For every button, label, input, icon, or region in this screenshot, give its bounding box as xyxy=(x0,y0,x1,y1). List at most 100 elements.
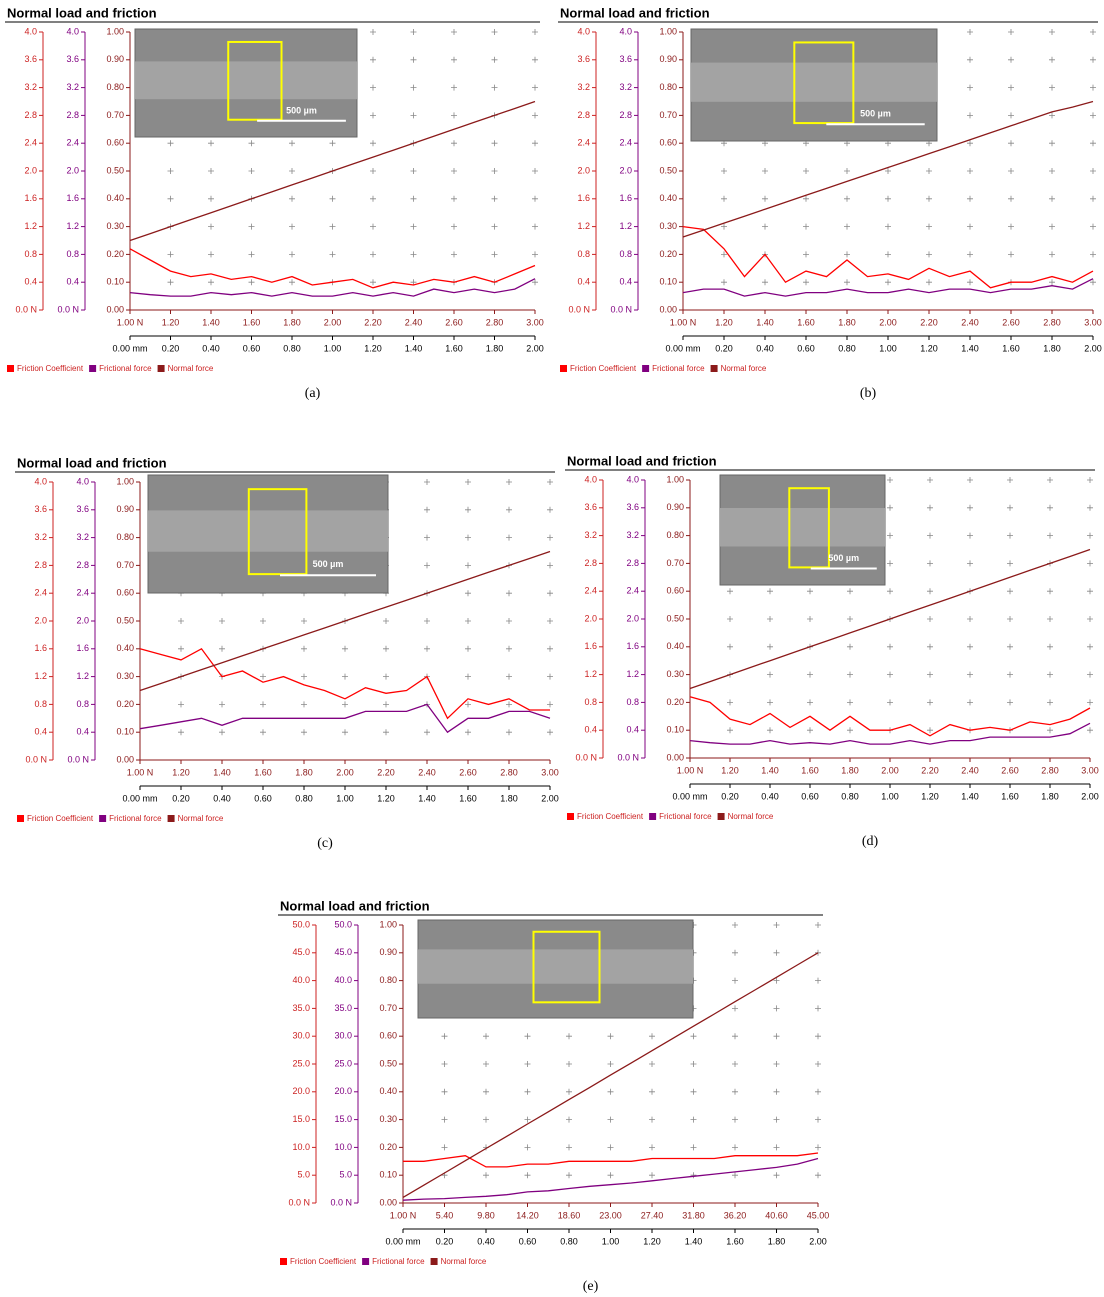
y-tick-label: 25.0 xyxy=(292,1058,310,1068)
x-tick-label: 1.00 N xyxy=(127,767,154,777)
x2-tick-label: 0.00 mm xyxy=(672,791,707,801)
y-tick-label: 0.20 xyxy=(659,249,677,259)
legend-label: Normal force xyxy=(721,364,767,373)
grid-cross xyxy=(219,701,225,707)
y-tick-label: 3.6 xyxy=(626,502,639,512)
grid-cross xyxy=(178,618,184,624)
grid-cross xyxy=(411,57,417,63)
x2-tick-label: 0.20 xyxy=(162,343,180,353)
grid-cross xyxy=(691,1089,697,1095)
legend-swatch xyxy=(7,365,14,372)
y-tick-label: 3.2 xyxy=(619,82,632,92)
x-tick-label: 1.60 xyxy=(797,317,815,327)
scale-label: 500 µm xyxy=(286,105,317,115)
x-tick-label: 40.60 xyxy=(765,1210,788,1220)
x-tick-label: 36.20 xyxy=(724,1210,747,1220)
grid-cross xyxy=(732,1144,738,1150)
grid-cross xyxy=(301,701,307,707)
grid-cross xyxy=(383,618,389,624)
y-tick-label: 2.4 xyxy=(626,586,639,596)
grid-cross xyxy=(383,701,389,707)
y-tick-label: 2.0 xyxy=(584,613,597,623)
grid-cross xyxy=(219,729,225,735)
grid-cross xyxy=(442,1089,448,1095)
grid-cross xyxy=(506,507,512,513)
y-tick-label: 0.10 xyxy=(659,277,677,287)
grid-cross xyxy=(1007,644,1013,650)
grid-cross xyxy=(927,672,933,678)
grid-cross xyxy=(442,1144,448,1150)
x-tick-label: 2.00 xyxy=(879,317,897,327)
x-tick-label: 2.00 xyxy=(336,767,354,777)
legend-swatch xyxy=(158,365,165,372)
x-tick-label: 1.40 xyxy=(213,767,231,777)
y-tick-label: 50.0 xyxy=(334,919,352,929)
y-tick-label: 0.80 xyxy=(106,82,124,92)
series-line xyxy=(690,723,1090,744)
grid-cross xyxy=(807,588,813,594)
grid-cross xyxy=(411,112,417,118)
y-tick-label: 0.8 xyxy=(34,699,47,709)
x2-tick-label: 0.40 xyxy=(477,1236,495,1246)
x-tick-label: 1.00 N xyxy=(390,1210,417,1220)
grid-cross xyxy=(727,644,733,650)
x-tick-label: 2.00 xyxy=(324,317,342,327)
y-tick-label: 2.0 xyxy=(619,165,632,175)
y-tick-label: 0.90 xyxy=(116,504,134,514)
grid-cross xyxy=(762,279,768,285)
grid-cross xyxy=(927,588,933,594)
grid-cross xyxy=(721,279,727,285)
grid-cross xyxy=(465,646,471,652)
y-tick-label: 0.30 xyxy=(116,671,134,681)
grid-cross xyxy=(208,279,214,285)
y-tick-label: 0.40 xyxy=(659,193,677,203)
x-tick-label: 2.40 xyxy=(961,765,979,775)
grid-cross xyxy=(608,1117,614,1123)
grid-cross xyxy=(727,616,733,622)
grid-cross xyxy=(1008,85,1014,91)
series-line xyxy=(403,1159,818,1201)
y-tick-label: 1.6 xyxy=(577,193,590,203)
x-tick-label: 23.00 xyxy=(599,1210,622,1220)
grid-cross xyxy=(547,479,553,485)
grid-cross xyxy=(807,672,813,678)
grid-cross xyxy=(967,477,973,483)
grid-cross xyxy=(566,1061,572,1067)
grid-cross xyxy=(168,251,174,257)
y-tick-label: 15.0 xyxy=(334,1114,352,1124)
y-tick-label: 40.0 xyxy=(292,975,310,985)
y-tick-label: 2.4 xyxy=(34,588,47,598)
y-tick-label: 2.4 xyxy=(577,138,590,148)
y-tick-label: 0.50 xyxy=(106,165,124,175)
grid-cross xyxy=(483,1089,489,1095)
grid-cross xyxy=(885,224,891,230)
grid-cross xyxy=(732,978,738,984)
x2-tick-label: 0.20 xyxy=(172,793,190,803)
grid-cross xyxy=(887,560,893,566)
y-tick-label: 0.4 xyxy=(577,277,590,287)
grid-cross xyxy=(424,535,430,541)
grid-cross xyxy=(411,196,417,202)
y-tick-label: 0.0 N xyxy=(57,304,79,314)
grid-cross xyxy=(967,85,973,91)
x-tick-label: 1.40 xyxy=(202,317,220,327)
grid-cross xyxy=(927,727,933,733)
y-tick-label: 0.4 xyxy=(626,725,639,735)
grid-cross xyxy=(1047,505,1053,511)
grid-cross xyxy=(451,29,457,35)
y-tick-label: 0.80 xyxy=(116,532,134,542)
y-tick-label: 1.00 xyxy=(106,26,124,36)
x-tick-label: 9.80 xyxy=(477,1210,495,1220)
grid-cross xyxy=(465,701,471,707)
x-tick-label: 1.80 xyxy=(295,767,313,777)
grid-cross xyxy=(178,701,184,707)
grid-cross xyxy=(547,701,553,707)
chart-title: Normal load and friction xyxy=(280,898,430,913)
y-tick-label: 2.4 xyxy=(66,138,79,148)
grid-cross xyxy=(967,279,973,285)
y-tick-label: 0.90 xyxy=(379,947,397,957)
y-tick-label: 1.2 xyxy=(626,669,639,679)
x-tick-label: 3.00 xyxy=(526,317,544,327)
grid-cross xyxy=(885,251,891,257)
y-tick-label: 2.8 xyxy=(34,560,47,570)
